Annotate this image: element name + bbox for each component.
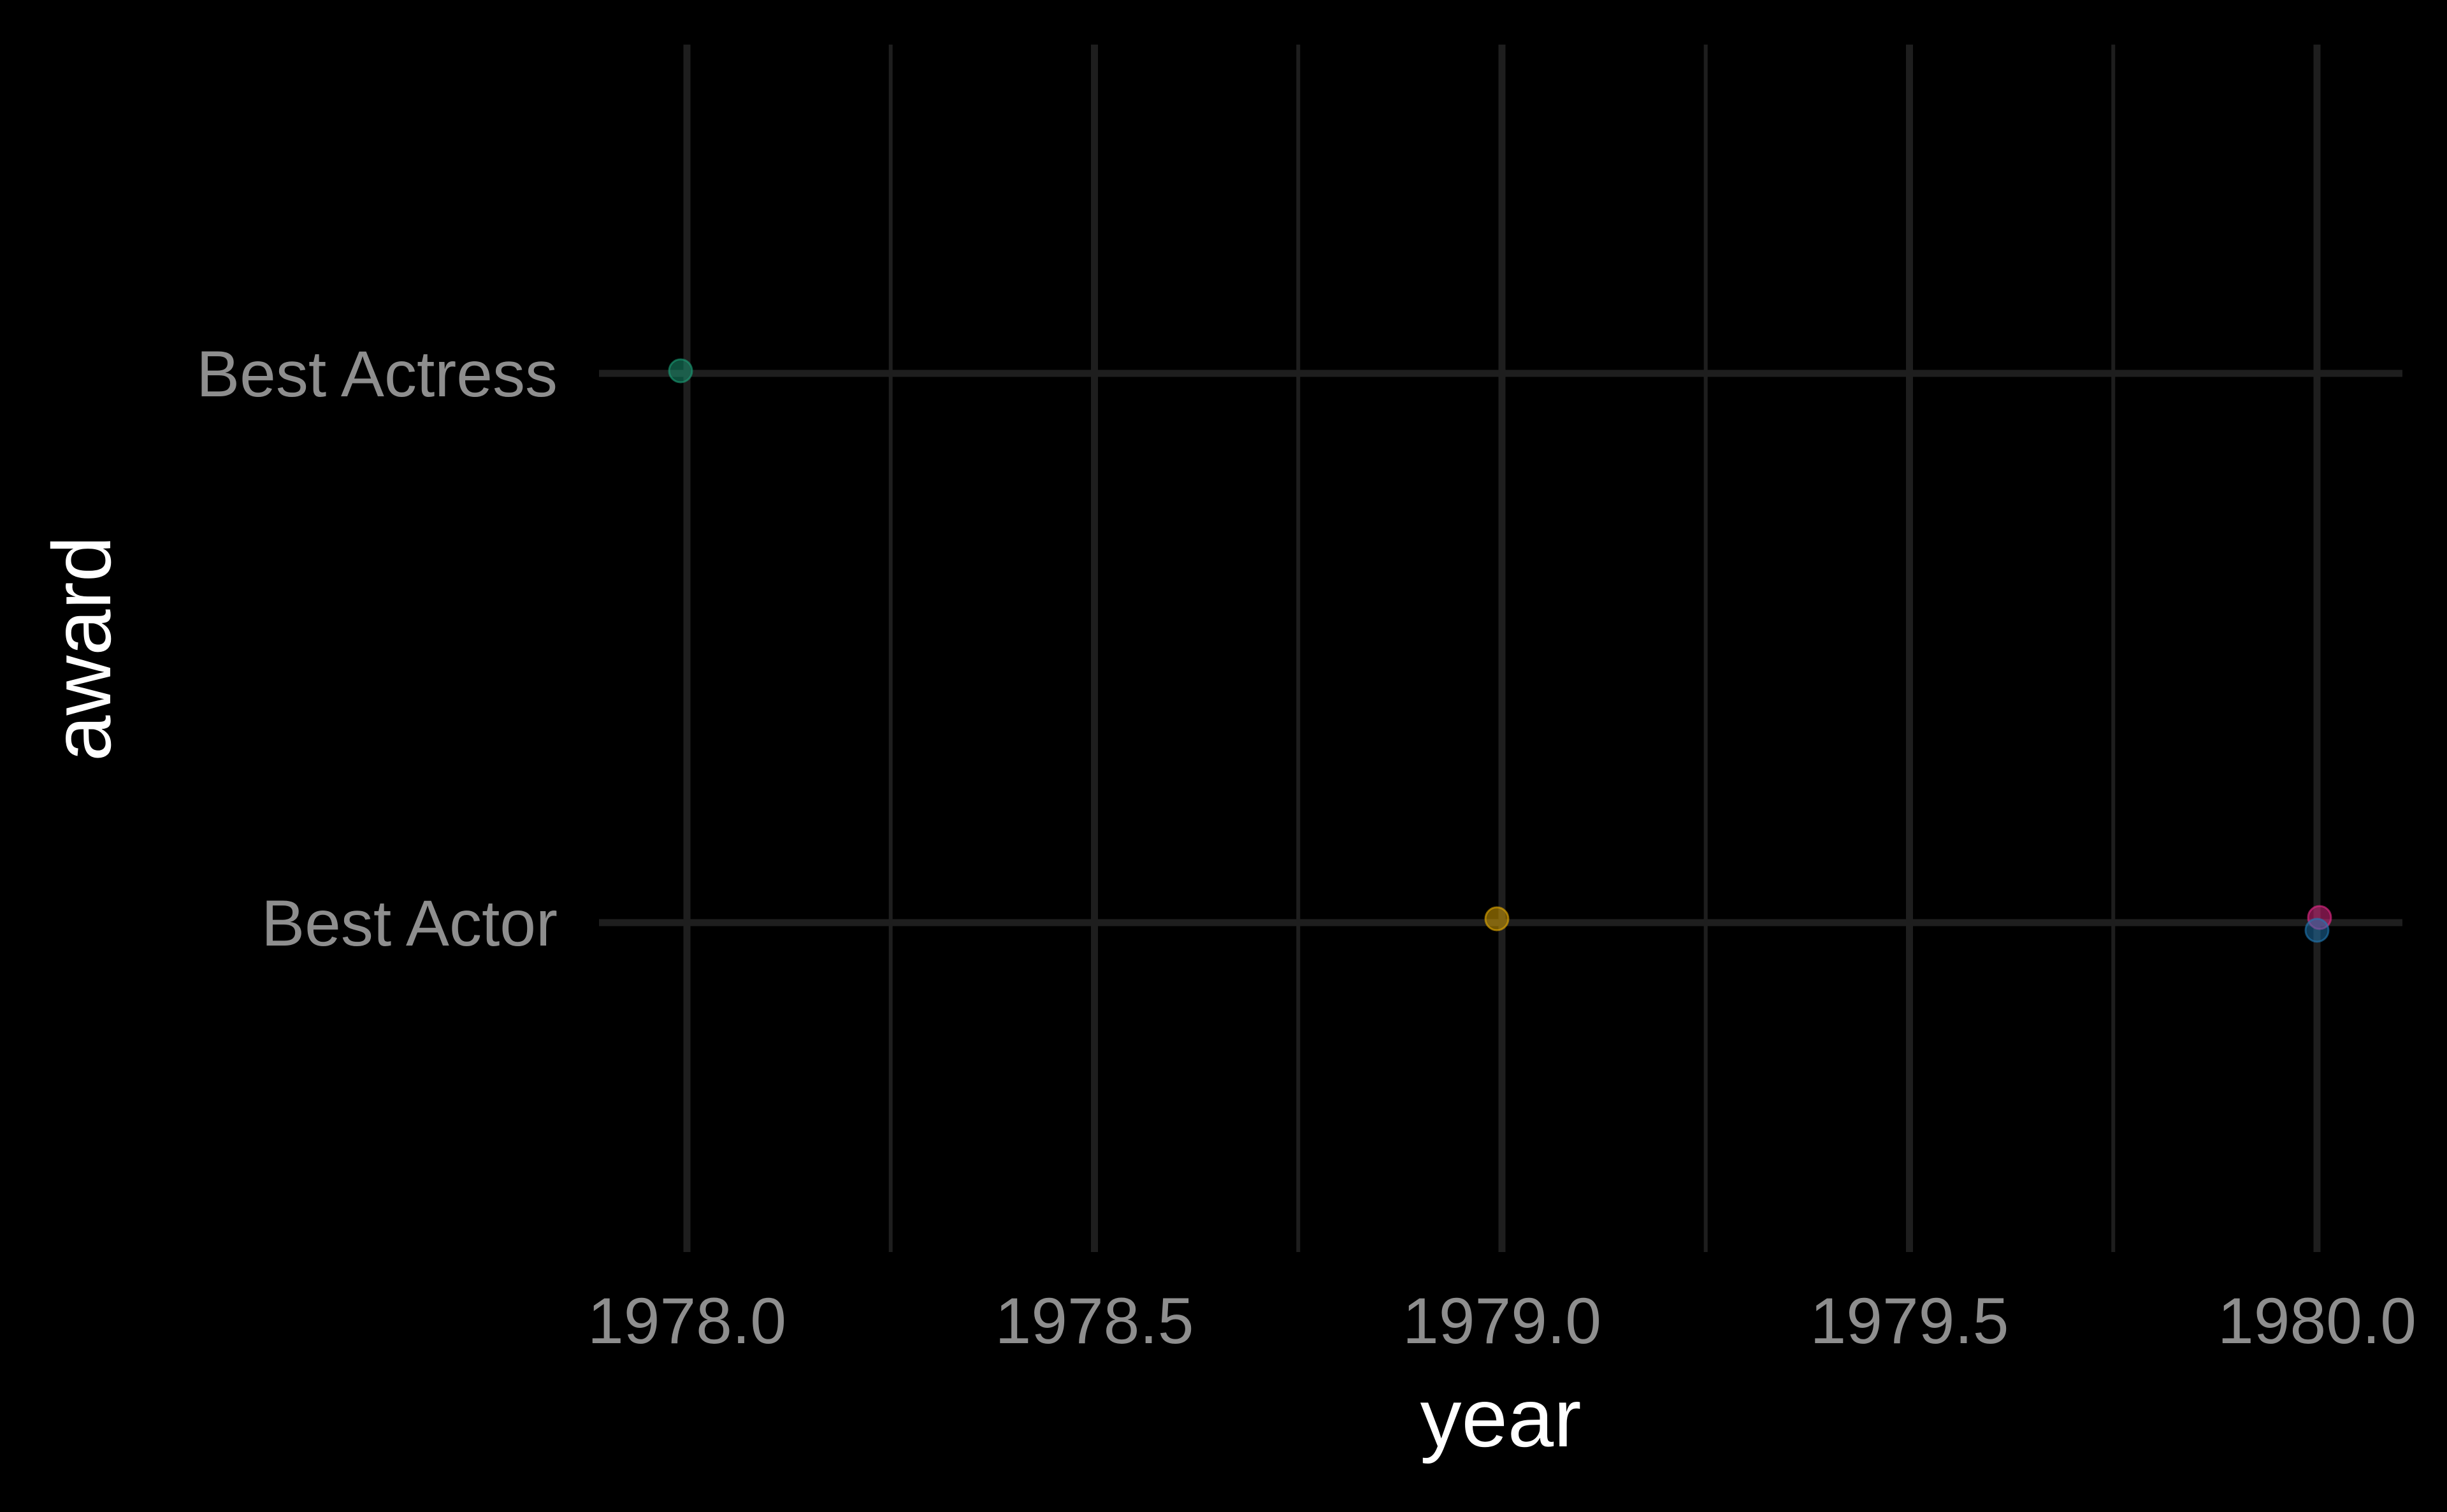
x-tick-labels: 1978.0 1978.5 1979.0 1979.5 1980.0 bbox=[588, 1285, 2416, 1357]
y-tick-label: Best Actress bbox=[196, 338, 558, 410]
x-tick-label: 1978.0 bbox=[588, 1285, 786, 1357]
x-axis-title: year bbox=[1420, 1371, 1582, 1464]
data-point bbox=[1484, 906, 1510, 932]
points-layer bbox=[668, 358, 2332, 943]
y-axis-title: award bbox=[35, 536, 128, 761]
y-tick-label: Best Actor bbox=[261, 887, 558, 960]
x-tick-label: 1978.5 bbox=[995, 1285, 1194, 1357]
grid-layer bbox=[599, 45, 2402, 1252]
data-point bbox=[668, 358, 693, 384]
y-tick-labels: Best Actress Best Actor bbox=[196, 338, 558, 960]
data-point bbox=[2304, 918, 2330, 943]
x-tick-label: 1979.0 bbox=[1403, 1285, 1601, 1357]
x-tick-label: 1979.5 bbox=[1810, 1285, 2009, 1357]
x-tick-label: 1980.0 bbox=[2218, 1285, 2416, 1357]
